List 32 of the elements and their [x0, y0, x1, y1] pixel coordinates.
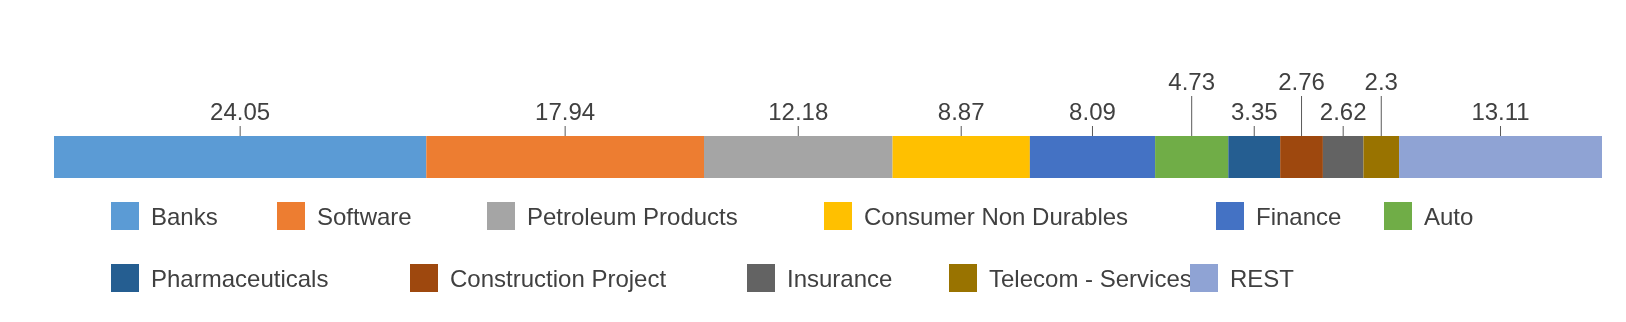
legend-label: REST: [1230, 265, 1295, 292]
legend-label: Software: [317, 203, 412, 230]
data-label: 3.35: [1230, 98, 1278, 125]
bar: [54, 136, 427, 178]
bar: [704, 136, 893, 178]
bar: [1029, 136, 1156, 178]
bar: [1363, 136, 1400, 178]
bar: [426, 136, 705, 178]
data-label: 13.11: [1471, 98, 1530, 125]
data-label: 12.18: [768, 98, 829, 125]
bar: [1399, 136, 1602, 178]
data-label: 8.09: [1069, 98, 1116, 125]
bar: [892, 136, 1030, 178]
legend-label: Auto: [1424, 203, 1474, 230]
legend-label: Petroleum Products: [527, 203, 738, 230]
legend-label: Banks: [151, 203, 218, 230]
data-label: 4.73: [1168, 68, 1216, 95]
data-label: 2.62: [1319, 98, 1367, 125]
legend-label: Construction Project: [450, 265, 667, 292]
legend-label: Telecom - Services: [989, 265, 1192, 292]
legend-label: Insurance: [787, 265, 893, 292]
data-label: 24.05: [210, 98, 271, 125]
data-label: 2.76: [1278, 68, 1325, 95]
legend-label: Finance: [1256, 203, 1342, 230]
legend-label: Consumer Non Durables: [864, 203, 1129, 230]
data-label: 2.3: [1364, 68, 1398, 95]
bar: [1228, 136, 1281, 178]
legend-label: Pharmaceuticals: [151, 265, 329, 292]
bar: [1280, 136, 1323, 178]
data-label: 8.87: [937, 98, 985, 125]
bar: [1155, 136, 1229, 178]
data-label: 17.94: [535, 98, 596, 125]
